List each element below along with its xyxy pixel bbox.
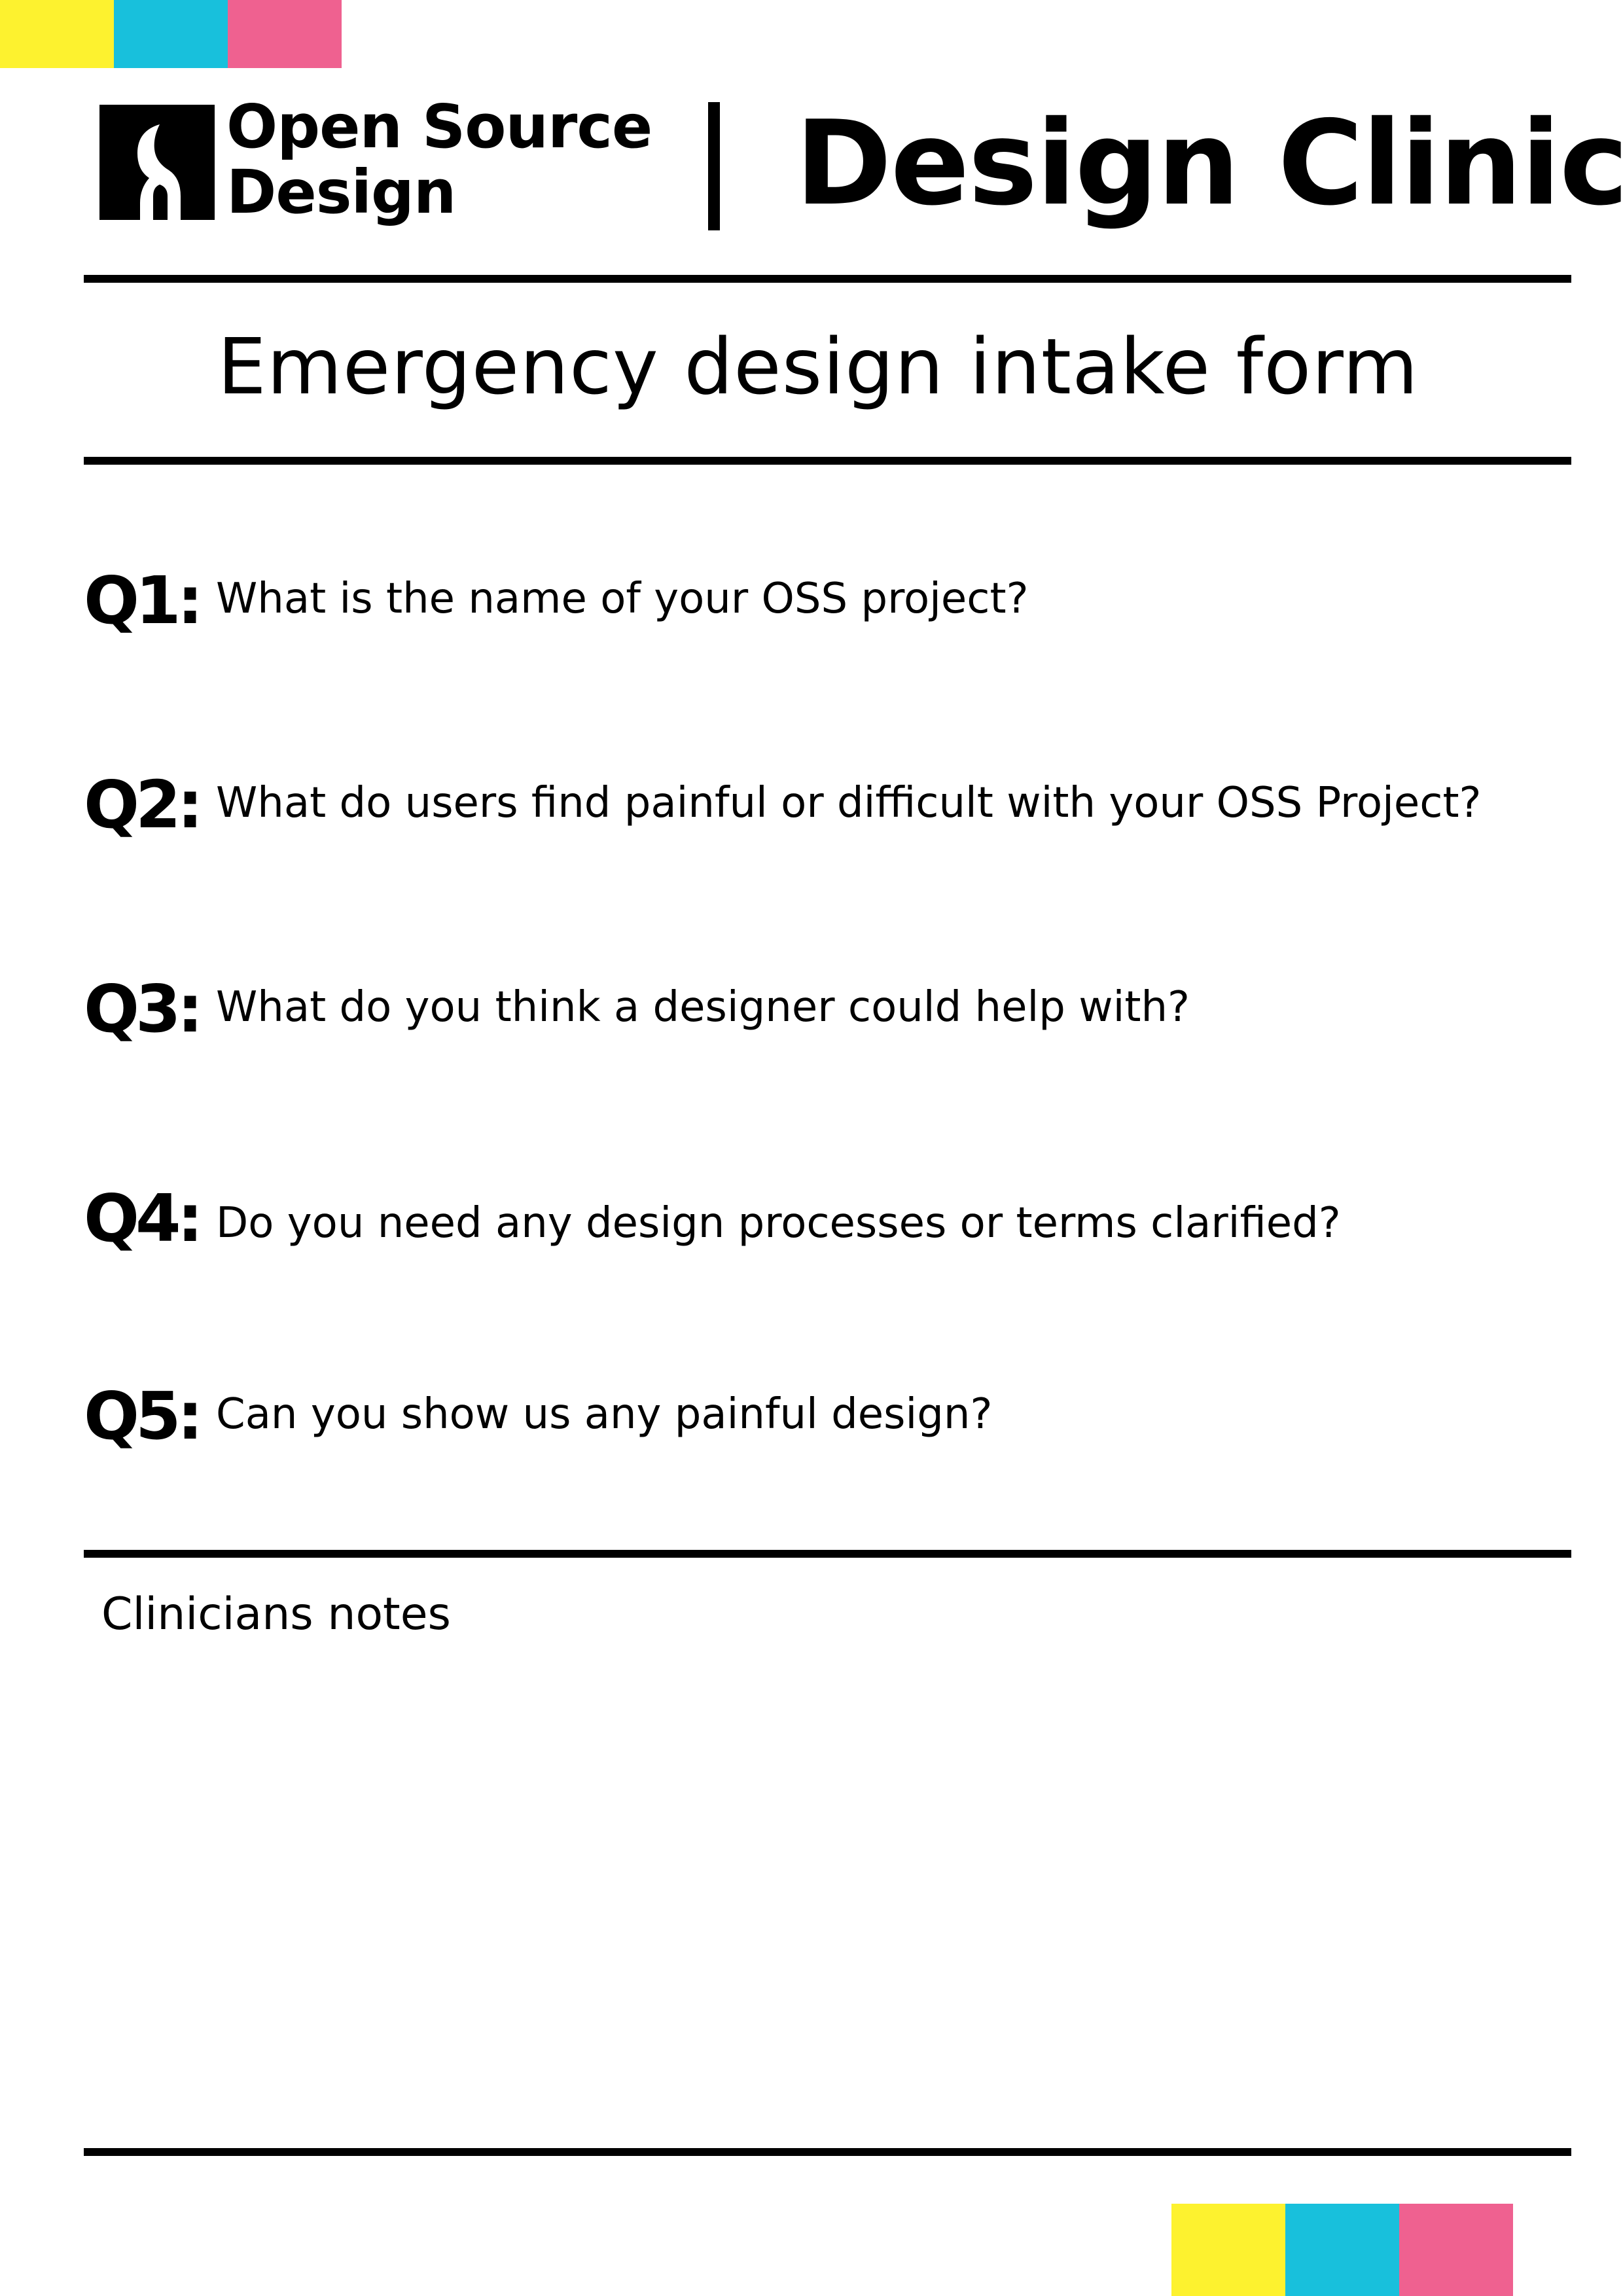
question-number: Q2: <box>84 766 204 843</box>
question-2: Q2: What do users find painful or diffic… <box>84 759 1589 851</box>
page-title: Design Clinic <box>795 96 1623 231</box>
question-number: Q3: <box>84 971 204 1047</box>
title-separator <box>708 102 720 230</box>
brand-line-1: Open Source <box>226 92 652 162</box>
question-number: Q1: <box>84 562 204 639</box>
form-title: Emergency design intake form <box>217 321 1419 412</box>
question-4: Q4: Do you need any design processes or … <box>84 1173 1589 1265</box>
question-1: Q1: What is the name of your OSS project… <box>84 555 1589 647</box>
question-number: Q5: <box>84 1378 204 1454</box>
question-5: Q5: Can you show us any painful design? <box>84 1371 1589 1462</box>
brand-line-2: Design <box>226 157 456 227</box>
question-text: What do users find painful or difficult … <box>216 779 1482 827</box>
divider-bottom <box>84 2148 1571 2156</box>
keyhole-icon <box>99 105 215 220</box>
divider-below-title <box>84 457 1571 465</box>
question-3: Q3: What do you think a designer could h… <box>84 963 1589 1055</box>
question-text: Can you show us any painful design? <box>216 1390 993 1439</box>
question-text: What is the name of your OSS project? <box>216 575 1029 623</box>
swatch-pink-bottom <box>1399 2204 1513 2296</box>
swatch-cyan-bottom <box>1285 2204 1399 2296</box>
divider-notes <box>84 1550 1571 1558</box>
notes-label: Clinicians notes <box>101 1588 451 1640</box>
swatch-yellow-top <box>0 0 114 68</box>
swatch-pink-top <box>228 0 342 68</box>
divider-top <box>84 275 1571 283</box>
swatch-yellow-bottom <box>1171 2204 1285 2296</box>
question-number: Q4: <box>84 1180 204 1257</box>
swatch-cyan-top <box>114 0 228 68</box>
brand-wordmark: Open Source Design <box>226 94 652 225</box>
question-text: Do you need any design processes or term… <box>216 1199 1341 1247</box>
question-text: What do you think a designer could help … <box>216 983 1190 1031</box>
